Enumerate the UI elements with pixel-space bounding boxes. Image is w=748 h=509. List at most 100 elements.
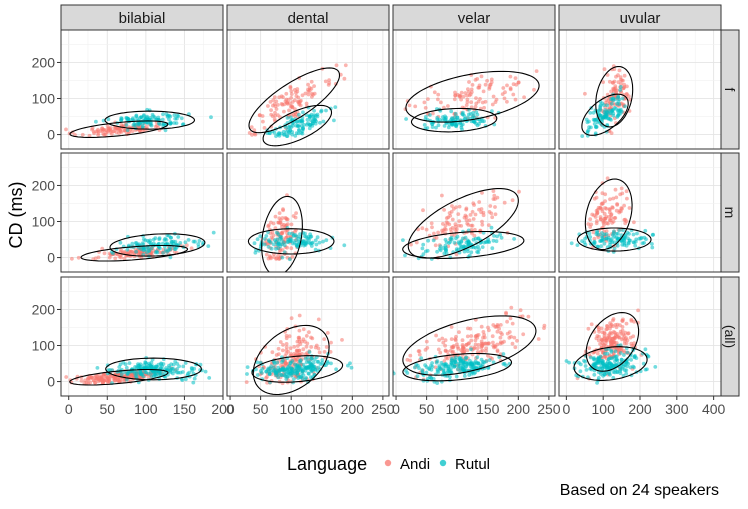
data-point-andi [272,95,277,99]
data-point-rutul [612,246,617,251]
data-point-andi [426,97,430,101]
data-point-andi [614,195,619,200]
data-point-rutul [332,118,336,123]
data-point-rutul [264,234,269,238]
data-point-andi [420,226,425,231]
x-tick-label: 150 [310,401,334,417]
data-point-rutul [443,248,448,253]
data-point-rutul [300,120,304,125]
ellipse-andi [252,324,330,396]
data-point-rutul [308,235,313,239]
data-point-andi [505,83,509,88]
data-point-rutul [414,362,419,367]
data-point-andi [623,217,628,222]
data-point-andi [258,113,262,118]
data-point-andi [417,349,422,354]
data-point-rutul [618,109,623,113]
data-point-andi [628,335,633,340]
data-point-andi [594,221,599,226]
data-point-rutul [186,238,191,242]
data-point-andi [453,93,458,98]
data-point-andi [490,102,495,107]
data-point-andi [459,97,463,102]
data-point-rutul [305,355,310,360]
data-point-andi [442,359,447,363]
data-point-rutul [207,376,212,380]
ellipse-rutul [262,104,333,147]
data-point-andi [481,330,486,334]
data-point-andi [619,77,623,82]
x-tick-label: 50 [419,401,435,417]
data-point-andi [109,132,114,136]
data-point-rutul [128,369,133,374]
data-point-andi [481,89,486,94]
data-point-andi [510,198,515,203]
data-point-rutul [603,114,608,119]
data-point-rutul [125,247,130,252]
confidence-ellipses [576,178,652,252]
data-point-andi [297,335,302,340]
data-point-andi [269,256,273,261]
y-tick-label: 200 [32,301,56,317]
data-point-andi [624,92,629,96]
data-point-rutul [141,252,146,257]
x-tick-label: 100 [134,401,158,417]
data-point-andi [606,221,610,226]
data-point-rutul [140,124,145,128]
data-point-rutul [157,236,162,241]
data-point-andi [432,90,437,95]
strip-label: (all) [722,325,738,348]
data-point-rutul [163,128,168,133]
data-point-rutul [462,374,467,378]
data-point-rutul [175,361,180,366]
data-point-rutul [476,250,481,255]
data-point-rutul [310,240,315,245]
strip-label: f [722,88,738,92]
data-point-rutul [594,125,599,129]
data-point-rutul [489,225,494,230]
data-point-andi [280,216,285,220]
data-point-rutul [138,121,142,126]
panel-background [393,30,555,149]
data-point-andi [104,128,108,133]
data-point-andi [494,324,499,329]
data-point-rutul [279,372,284,377]
data-point-andi [462,349,467,354]
data-point-andi [287,334,292,339]
data-point-rutul [596,232,601,237]
data-point-rutul [415,374,420,379]
data-point-andi [252,128,257,133]
panel-m-uvular [558,152,722,273]
data-point-andi [501,86,506,90]
data-point-rutul [633,243,638,248]
data-point-andi [289,89,294,93]
gridlines [559,153,721,272]
panel-f-dental [226,29,390,150]
data-point-rutul [612,240,617,245]
data-point-andi [460,338,465,343]
data-point-rutul [186,372,190,376]
data-point-andi [282,109,286,114]
data-point-andi [293,215,298,220]
data-point-rutul [291,241,295,246]
panel-border [60,276,224,397]
data-point-rutul [600,114,605,119]
strip-label: dental [288,10,329,27]
data-point-rutul [592,356,596,360]
data-point-andi [469,223,474,228]
data-point-rutul [293,134,298,138]
data-point-rutul [592,122,597,126]
data-point-andi [453,90,457,95]
data-point-andi [457,330,461,334]
data-point-andi [510,321,515,326]
data-point-andi [508,74,513,79]
data-point-andi [601,220,606,225]
data-point-rutul [321,239,325,244]
data-point-rutul [169,235,173,240]
data-point-andi [96,133,100,137]
data-point-rutul [431,238,436,243]
data-point-andi [605,324,609,328]
data-point-andi [600,191,605,196]
data-point-rutul [319,108,324,113]
data-point-andi [482,332,486,337]
